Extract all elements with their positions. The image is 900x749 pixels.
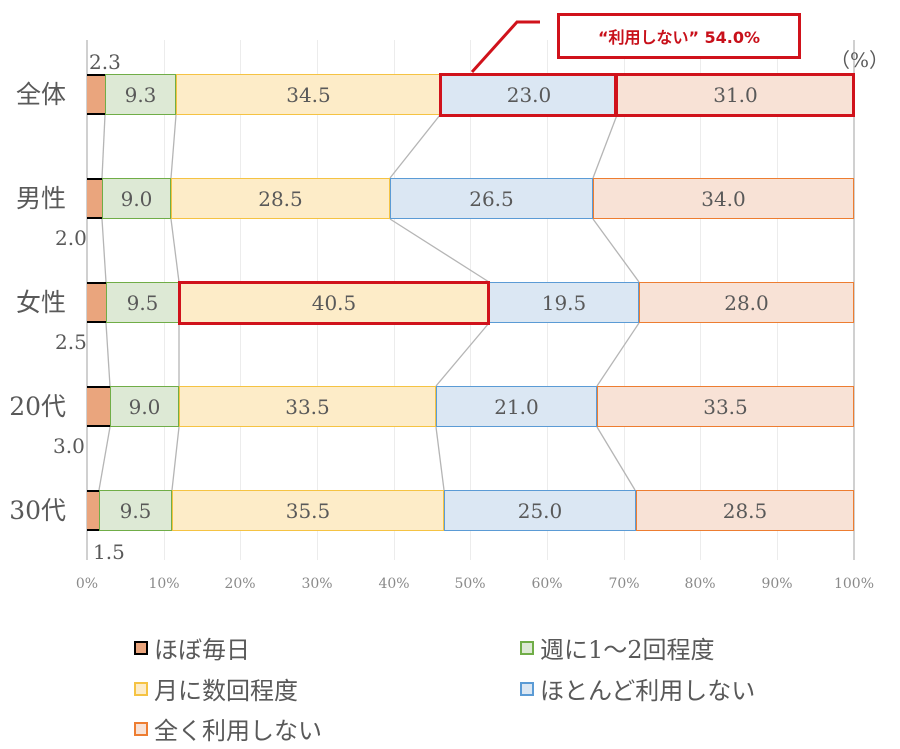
bar-row-30s: 9.5 35.5 25.0 28.5 [87, 490, 854, 531]
bar-segment-rarely: 19.5 [489, 282, 639, 323]
legend-label: ほぼ毎日 [154, 636, 250, 664]
bar-segment-monthly: 34.5 [176, 74, 441, 115]
legend-item-weekly: 週に1〜2回程度 [520, 630, 715, 665]
gridline-100 [853, 40, 855, 560]
bar-segment-weekly: 9.3 [105, 74, 176, 115]
x-tick: 50% [454, 576, 486, 592]
x-tick: 90% [761, 576, 793, 592]
bar-row-male: 9.0 28.5 26.5 34.0 [87, 178, 854, 219]
bar-segment-never: 34.0 [593, 178, 854, 219]
bar-row-20s: 9.0 33.5 21.0 33.5 [87, 386, 854, 427]
daily-value-label-30s: 1.5 [93, 540, 125, 564]
bar-segment-weekly: 9.0 [102, 178, 171, 219]
x-tick: 0% [75, 576, 99, 592]
legend-swatch [520, 681, 534, 696]
bar-segment-monthly: 28.5 [171, 178, 390, 219]
callout-not-using-total: “利用しない” 54.0% [557, 13, 801, 59]
bar-segment-never: 33.5 [597, 386, 854, 427]
x-tick: 30% [301, 576, 333, 592]
bar-segment-weekly: 9.0 [110, 386, 179, 427]
daily-value-label-female: 2.5 [55, 330, 87, 354]
category-label-male: 男性 [15, 184, 66, 213]
bar-segment-daily [87, 386, 110, 427]
bar-segment-never: 28.5 [636, 490, 854, 531]
bar-row-all: 9.3 34.5 23.0 31.0 [87, 74, 854, 115]
legend-swatch [134, 681, 148, 696]
bar-segment-rarely: 23.0 [441, 74, 617, 115]
x-tick: 10% [148, 576, 180, 592]
bar-segment-daily [87, 282, 106, 323]
bar-row-female: 9.5 40.5 19.5 28.0 [87, 282, 854, 323]
x-tick: 40% [378, 576, 410, 592]
legend-label: ほとんど利用しない [540, 677, 756, 705]
bar-segment-weekly: 9.5 [99, 490, 172, 531]
callout-leader-line [470, 20, 540, 74]
legend-swatch [520, 640, 534, 655]
unit-label: （%） [830, 48, 890, 72]
legend-item-daily: ほぼ毎日 [134, 630, 250, 665]
legend-item-monthly: 月に数回程度 [134, 671, 298, 706]
category-label-female: 女性 [15, 288, 66, 317]
daily-value-label-all: 2.3 [89, 50, 121, 74]
legend-label: 全く利用しない [154, 717, 322, 745]
bar-segment-monthly: 33.5 [179, 386, 436, 427]
daily-value-label-male: 2.0 [55, 226, 87, 250]
x-tick: 80% [684, 576, 716, 592]
bar-segment-rarely: 25.0 [444, 490, 636, 531]
x-tick: 100% [833, 576, 875, 592]
bar-segment-never: 31.0 [617, 74, 854, 115]
bar-segment-monthly: 40.5 [179, 282, 489, 323]
category-label-30s: 30代 [9, 496, 66, 525]
bar-segment-weekly: 9.5 [106, 282, 179, 323]
category-label-all: 全体 [15, 80, 66, 109]
bar-segment-monthly: 35.5 [172, 490, 444, 531]
x-tick: 70% [608, 576, 640, 592]
category-label-20s: 20代 [9, 392, 66, 421]
legend-label: 週に1〜2回程度 [540, 636, 715, 664]
x-tick: 20% [224, 576, 256, 592]
bar-segment-daily [87, 178, 102, 219]
daily-value-label-20s: 3.0 [53, 434, 85, 458]
legend-label: 月に数回程度 [154, 677, 298, 705]
legend-swatch [134, 721, 148, 736]
bar-segment-daily [87, 490, 99, 531]
bar-segment-daily [87, 74, 105, 115]
legend-swatch [134, 640, 148, 655]
bar-segment-rarely: 26.5 [390, 178, 593, 219]
legend-item-rarely: ほとんど利用しない [520, 671, 755, 706]
x-tick: 60% [531, 576, 563, 592]
bar-segment-rarely: 21.0 [436, 386, 597, 427]
legend-item-never: 全く利用しない [134, 711, 322, 746]
bar-segment-never: 28.0 [639, 282, 854, 323]
